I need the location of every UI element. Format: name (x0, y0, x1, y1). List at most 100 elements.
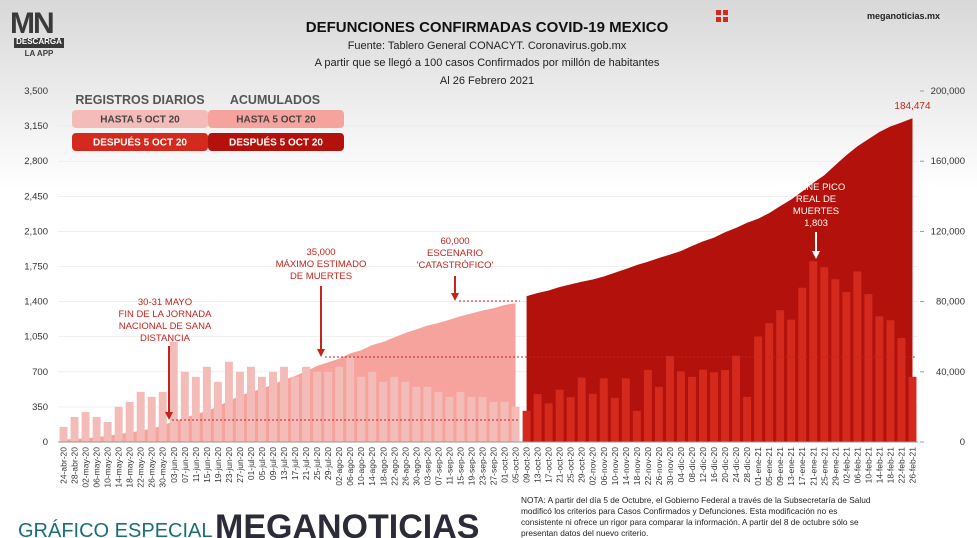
x-tick-label: 24-dic-20 (731, 447, 741, 483)
bar (412, 386, 421, 442)
bar (864, 294, 873, 442)
bar (92, 416, 101, 442)
x-tick-label: 06-nov-20 (599, 447, 609, 486)
annotation: REAL DE (796, 194, 836, 205)
x-tick-label: 04-dic-20 (676, 447, 686, 483)
x-tick-label: 02-ago-20 (334, 447, 344, 486)
bar (147, 396, 156, 442)
bar (798, 287, 807, 442)
x-tick-label: 14-feb-21 (874, 447, 884, 484)
y-tick-label: 1,750 (24, 262, 48, 273)
bar (875, 316, 884, 442)
bar (632, 410, 641, 442)
bar (732, 355, 741, 442)
bar (478, 396, 487, 442)
value-label: 184,474 (894, 101, 931, 112)
x-tick-label: 06-may-20 (92, 447, 102, 488)
bar (191, 376, 200, 442)
y-tick-label: 1,050 (24, 332, 48, 343)
bar (886, 320, 895, 442)
bar (246, 366, 255, 442)
subtitle: Fuente: Tablero General CONACYT. Coronav… (348, 40, 627, 52)
x-tick-label: 17-ene-21 (797, 447, 807, 486)
annotation: MÁXIMO ESTIMADO (276, 259, 367, 270)
x-tick-label: 01-jul-20 (246, 447, 256, 480)
bar (224, 361, 233, 442)
legend-swatch (208, 133, 344, 151)
legend-group: ACUMULADOS (230, 93, 320, 107)
bar (368, 371, 377, 442)
x-tick-label: 05-oct-20 (511, 447, 521, 483)
bar (445, 396, 454, 442)
x-tick-label: 10-ago-20 (356, 447, 366, 486)
y-tick-label: 2,100 (24, 226, 48, 237)
x-tick-label: 23-jun-20 (224, 447, 234, 483)
chart-title: DEFUNCIONES CONFIRMADAS COVID-19 MEXICO (306, 19, 669, 36)
x-tick-label: 26-ago-20 (400, 447, 410, 486)
legend-swatch (208, 110, 344, 128)
x-tick-label: 21-oct-20 (555, 447, 565, 483)
x-tick-label: 19-jun-20 (213, 447, 223, 483)
x-tick-label: 18-feb-21 (885, 447, 895, 484)
bar (676, 371, 685, 442)
annotation: 'CATASTRÓFICO' (417, 260, 494, 271)
bar (533, 394, 542, 442)
logo-sub2: LA APP (25, 49, 54, 58)
bar (59, 426, 68, 442)
footer-left: GRÁFICO ESPECIAL (18, 519, 213, 538)
x-tick-label: 30-nov-20 (665, 447, 675, 486)
bar (81, 411, 90, 442)
x-tick-label: 02-feb-21 (841, 447, 851, 484)
x-tick-label: 10-may-20 (103, 447, 113, 488)
x-tick-label: 22-nov-20 (643, 447, 653, 486)
x-tick-label: 09-jul-20 (268, 447, 278, 480)
bar (335, 366, 344, 442)
bar (908, 376, 917, 442)
y-tick-label: 3,150 (24, 121, 48, 132)
bar (70, 416, 79, 442)
annotation: 30-31 MAYO (138, 297, 192, 308)
bar (103, 421, 112, 442)
x-tick-label: 22-may-20 (136, 447, 146, 488)
x-tick-label: 01-ene-21 (753, 447, 763, 486)
x-tick-label: 16-dic-20 (709, 447, 719, 483)
legend-swatch (72, 133, 208, 151)
annotation: DISTANCIA (140, 333, 191, 344)
x-tick-label: 25-ene-21 (819, 447, 829, 486)
x-tick-label: 21-jul-20 (301, 447, 311, 480)
x-tick-label: 07-jun-20 (180, 447, 190, 483)
x-tick-label: 06-ago-20 (345, 447, 355, 486)
bar (820, 267, 829, 442)
logo: MN (10, 7, 53, 40)
x-tick-label: 14-may-20 (114, 447, 124, 488)
x-tick-label: 18-nov-20 (632, 447, 642, 486)
x-tick-label: 05-jul-20 (257, 447, 267, 480)
y2-tick-label: 80,000 (936, 297, 965, 308)
legend-group: REGISTROS DIARIOS (75, 93, 204, 107)
x-tick-label: 10-nov-20 (610, 447, 620, 486)
note: modificó los criterios para Casos Confir… (521, 506, 837, 516)
y2-tick-label: 0 (960, 437, 965, 448)
x-tick-label: 13-oct-20 (533, 447, 543, 483)
x-tick-label: 03-sep-20 (422, 447, 432, 486)
x-tick-label: 26-may-20 (147, 447, 157, 488)
x-tick-label: 15-sep-20 (455, 447, 465, 486)
x-tick-label: 12-dic-20 (698, 447, 708, 483)
bar (213, 381, 222, 442)
bar (324, 371, 333, 442)
x-tick-label: 03-jun-20 (169, 447, 179, 483)
annotation: DE MUERTES (290, 271, 352, 282)
y-tick-label: 1,400 (24, 297, 48, 308)
bar (434, 391, 443, 442)
annotation: 35,000 (306, 247, 335, 258)
y2-tick-label: 40,000 (936, 367, 965, 378)
y-tick-label: 0 (43, 437, 48, 448)
y-tick-label: 700 (32, 367, 48, 378)
x-tick-label: 22-ago-20 (389, 447, 399, 486)
bar (313, 371, 322, 442)
subtitle: A partir que se llegó a 100 casos Confir… (315, 57, 660, 69)
bar (401, 381, 410, 442)
bar (599, 378, 608, 442)
bar (654, 386, 663, 442)
arrow-head (812, 251, 820, 259)
